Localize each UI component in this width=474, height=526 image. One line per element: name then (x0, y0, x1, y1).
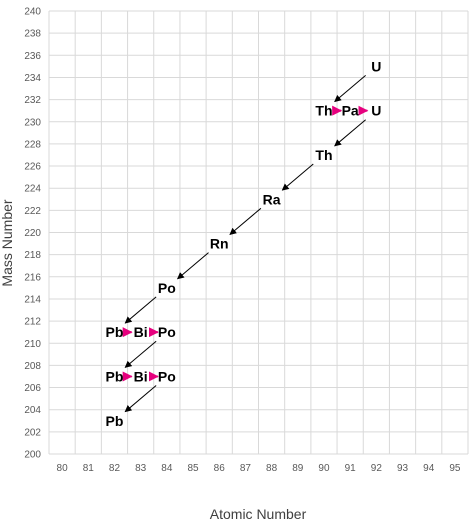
y-tick-label: 200 (24, 450, 41, 461)
y-tick-label: 234 (24, 73, 41, 84)
x-tick-label: 84 (161, 463, 173, 474)
nuclide-label: Pb (106, 413, 124, 429)
x-tick-label: 87 (240, 463, 252, 474)
decay-arrows (122, 75, 369, 413)
nuclide-labels: U Th Pa U Th Ra Rn Po Pb Bi Po Pb Bi Po Pb (106, 58, 382, 428)
alpha-decay-arrow (229, 207, 262, 235)
y-tick-label: 236 (24, 51, 41, 62)
nuclide-label: Po (158, 280, 176, 296)
y-tick-label: 216 (24, 272, 41, 283)
nuclide-label: Th (315, 147, 332, 163)
nuclide-label: Po (158, 324, 176, 340)
y-tick-label: 220 (24, 228, 41, 239)
nuclide-label: Ra (263, 191, 281, 207)
x-axis-title: Atomic Number (210, 506, 307, 522)
x-tick-label: 85 (187, 463, 199, 474)
y-tick-label: 226 (24, 162, 41, 173)
x-tick-label: 82 (109, 463, 121, 474)
nuclide-label: Pb (106, 324, 124, 340)
nuclide-label: Po (158, 368, 176, 384)
nuclide-label: U (371, 103, 381, 119)
y-tick-label: 240 (24, 7, 41, 18)
x-tick-label: 89 (292, 463, 304, 474)
grid (48, 10, 469, 455)
x-tick-label: 80 (57, 463, 69, 474)
y-tick-label: 232 (24, 95, 41, 106)
y-tick-label: 206 (24, 383, 41, 394)
nuclide-label: Rn (210, 236, 229, 252)
y-axis-title: Mass Number (0, 199, 15, 286)
y-tick-label: 214 (24, 294, 41, 305)
alpha-decay-arrow (124, 385, 157, 413)
y-tick-label: 208 (24, 361, 41, 372)
nuclide-label: Bi (134, 368, 148, 384)
nuclide-label: Th (315, 103, 332, 119)
alpha-decay-arrow (124, 296, 157, 324)
y-tick-label: 218 (24, 250, 41, 261)
nuclide-label: Pb (106, 368, 124, 384)
alpha-decay-arrow (281, 163, 314, 191)
x-tick-label: 92 (371, 463, 383, 474)
x-tick-label: 81 (83, 463, 95, 474)
y-tick-label: 202 (24, 427, 41, 438)
y-tick-label: 210 (24, 339, 41, 350)
y-tick-label: 212 (24, 317, 41, 328)
alpha-decay-arrow (334, 119, 366, 147)
x-tick-label: 83 (135, 463, 147, 474)
x-tick-label: 94 (423, 463, 435, 474)
y-tick-label: 204 (24, 405, 41, 416)
tick-labels: 200 202 204 206 208 210 212 214 216 218 220 222 224 2… (24, 7, 461, 475)
x-tick-label: 88 (266, 463, 278, 474)
y-tick-label: 222 (24, 206, 41, 217)
nuclide-label: Bi (134, 324, 148, 340)
x-tick-label: 90 (318, 463, 330, 474)
y-tick-label: 224 (24, 184, 41, 195)
nuclide-label: U (371, 58, 381, 74)
alpha-decay-arrow (124, 340, 157, 368)
alpha-decay-arrow (176, 252, 209, 280)
y-tick-label: 238 (24, 29, 41, 40)
x-tick-label: 93 (397, 463, 409, 474)
alpha-decay-arrow (334, 75, 366, 103)
nuclide-label: Pa (342, 103, 359, 119)
y-tick-label: 230 (24, 117, 41, 128)
y-tick-label: 228 (24, 139, 41, 150)
x-tick-label: 86 (214, 463, 226, 474)
x-tick-label: 91 (345, 463, 357, 474)
x-tick-label: 95 (449, 463, 461, 474)
